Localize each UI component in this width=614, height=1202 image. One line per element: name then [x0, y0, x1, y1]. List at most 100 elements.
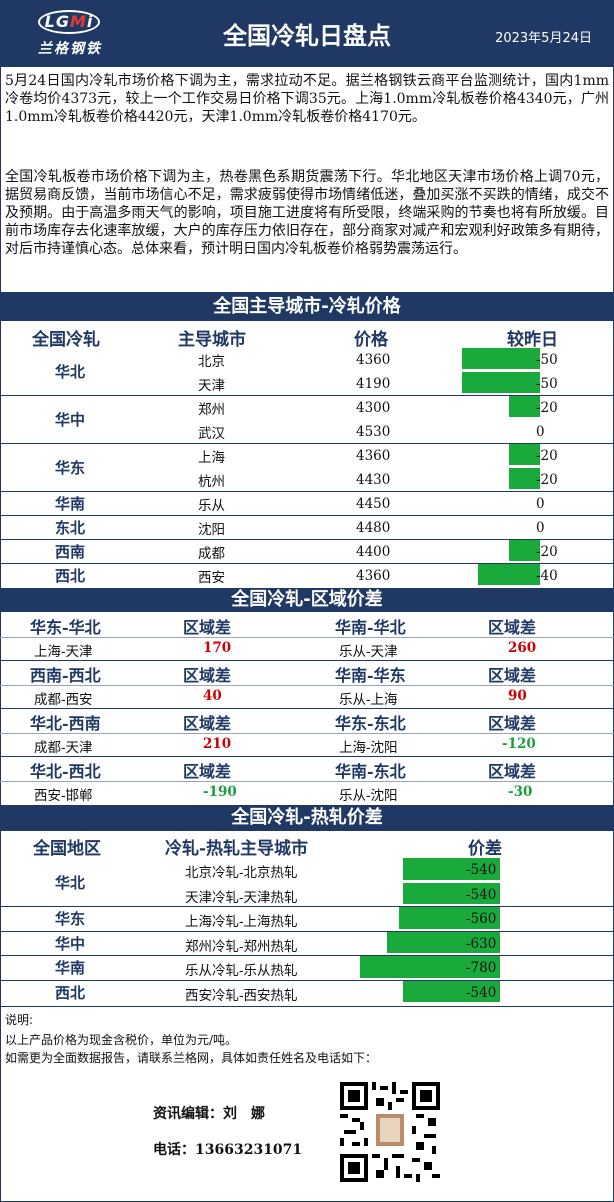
- price-value: 4450: [356, 496, 391, 512]
- spread-bar: [403, 980, 500, 1002]
- spread-value: -540: [466, 862, 497, 878]
- price-row-divider: [0, 563, 614, 564]
- spread-region: 西北: [55, 983, 86, 1002]
- diff-title: 华北-西南: [30, 714, 101, 733]
- spread-header-spread: 价差: [468, 839, 502, 859]
- diff-label: 区域差: [488, 618, 537, 637]
- price-value: 4190: [356, 376, 391, 392]
- price-change-bar: [477, 564, 540, 585]
- diff-sub-divider: [0, 637, 614, 638]
- price-row-divider: [0, 515, 614, 516]
- spread-row-divider: [0, 930, 614, 932]
- lgmi-logo: LGMi 兰格钢铁: [30, 10, 110, 60]
- price-change-value: -50: [536, 352, 558, 368]
- price-city: 天津: [198, 378, 225, 394]
- diff-label: 区域差: [183, 666, 232, 685]
- price-header-region: 全国冷轧: [32, 330, 100, 350]
- price-city: 郑州: [198, 402, 225, 418]
- spread-header-city: 冷轧-热轧主导城市: [165, 839, 309, 859]
- diff-value: 210: [203, 736, 232, 752]
- price-change-value: 0: [536, 496, 545, 512]
- diff-label: 区域差: [488, 666, 537, 685]
- spread-value: -540: [466, 886, 497, 903]
- diff-block-divider: [0, 756, 614, 757]
- price-value: 4300: [356, 400, 391, 416]
- price-row-divider: [0, 443, 614, 444]
- price-city: 上海: [198, 450, 225, 466]
- price-value: 4360: [356, 448, 391, 464]
- diff-value: 170: [203, 640, 232, 656]
- spread-region: 华北: [55, 873, 86, 892]
- price-change-value: -20: [536, 544, 558, 560]
- spread-region: 华东: [55, 910, 86, 929]
- spread-pair: 西安冷轧-西安热轧: [185, 987, 298, 1004]
- price-value: 4360: [356, 568, 391, 584]
- qr-code: [340, 1082, 440, 1182]
- diff-pair: 乐从-天津: [339, 644, 398, 660]
- price-city: 武汉: [198, 426, 225, 442]
- price-city: 西安: [198, 570, 225, 586]
- price-value: 4430: [356, 472, 391, 488]
- diff-label: 区域差: [488, 762, 537, 781]
- diff-title: 西南-西北: [30, 666, 101, 685]
- price-region: 西北: [55, 567, 86, 585]
- price-value: 4400: [356, 544, 391, 560]
- spread-row-divider: [0, 906, 614, 907]
- spread-value: -780: [466, 960, 497, 976]
- diff-title: 华东-华北: [30, 618, 101, 637]
- diff-pair: 上海-天津: [34, 644, 93, 660]
- diff-title: 华东-东北: [335, 714, 406, 733]
- price-change-value: -20: [536, 448, 558, 464]
- price-change-bar: [508, 468, 540, 489]
- diff-sub-divider: [0, 685, 614, 686]
- diff-title: 华北-西北: [30, 762, 101, 781]
- price-change-value: -20: [536, 400, 558, 416]
- spread-bar: [403, 882, 500, 904]
- note-label: 说明:: [5, 1013, 34, 1027]
- price-header-city: 主导城市: [178, 330, 246, 350]
- spread-row-divider: [0, 979, 614, 981]
- price-value: 4480: [356, 520, 391, 536]
- diff-value: 90: [508, 688, 527, 704]
- diff-value: 40: [203, 688, 222, 704]
- diff-sub-divider: [0, 781, 614, 782]
- price-value: 4360: [356, 352, 391, 368]
- diff-pair: 上海-沈阳: [339, 740, 398, 756]
- price-row-divider: [0, 395, 614, 396]
- spread-value: -560: [466, 911, 497, 927]
- diff-label: 区域差: [488, 714, 537, 733]
- price-change-value: -50: [536, 376, 558, 392]
- price-region: 华南: [55, 495, 86, 513]
- spread-section-title: 全国冷轧-热轧价差: [0, 805, 614, 831]
- price-header-price: 价格: [354, 330, 388, 350]
- spread-header-region: 全国地区: [33, 839, 101, 859]
- price-value: 4530: [356, 424, 391, 440]
- diff-label: 区域差: [183, 618, 232, 637]
- price-change-bar: [462, 348, 540, 369]
- spread-row-divider: [0, 955, 614, 956]
- diff-pair: 乐从-上海: [339, 692, 398, 708]
- price-change-bar: [508, 444, 540, 465]
- price-region: 西南: [55, 543, 86, 561]
- diff-value: -120: [502, 736, 536, 752]
- price-city: 乐从: [198, 498, 225, 514]
- diff-pair: 西安-邯郸: [34, 788, 93, 804]
- spread-pair: 上海冷轧-上海热轧: [185, 914, 298, 930]
- diff-value: 260: [508, 640, 537, 656]
- price-region: 华东: [55, 459, 86, 477]
- intro-paragraph-1: 5月24日国内冷轧市场价格下调为主，需求拉动不足。据兰格钢铁云商平台监测统计，国…: [5, 73, 609, 125]
- spread-pair: 乐从冷轧-乐从热轧: [185, 963, 298, 979]
- intro-paragraph-2: 全国冷轧板卷市场价格下调为主，热卷黑色系期货震荡下行。华北地区天津市场价格上调7…: [5, 169, 609, 257]
- editor-name: 资讯编辑：刘 娜: [153, 1106, 265, 1122]
- spread-value: -540: [466, 984, 497, 1001]
- diff-section-title: 全国冷轧-区域价差: [0, 588, 614, 612]
- spread-region: 华南: [55, 959, 86, 978]
- diff-sub-divider: [0, 733, 614, 734]
- logo-mark: LGMi: [38, 10, 100, 34]
- price-change-bar: [508, 540, 540, 561]
- diff-pair: 成都-西安: [34, 692, 93, 708]
- spread-pair: 天津冷轧-天津热轧: [185, 889, 298, 906]
- price-city: 沈阳: [198, 522, 225, 538]
- price-city: 成都: [198, 546, 225, 562]
- price-row-divider: [0, 539, 614, 540]
